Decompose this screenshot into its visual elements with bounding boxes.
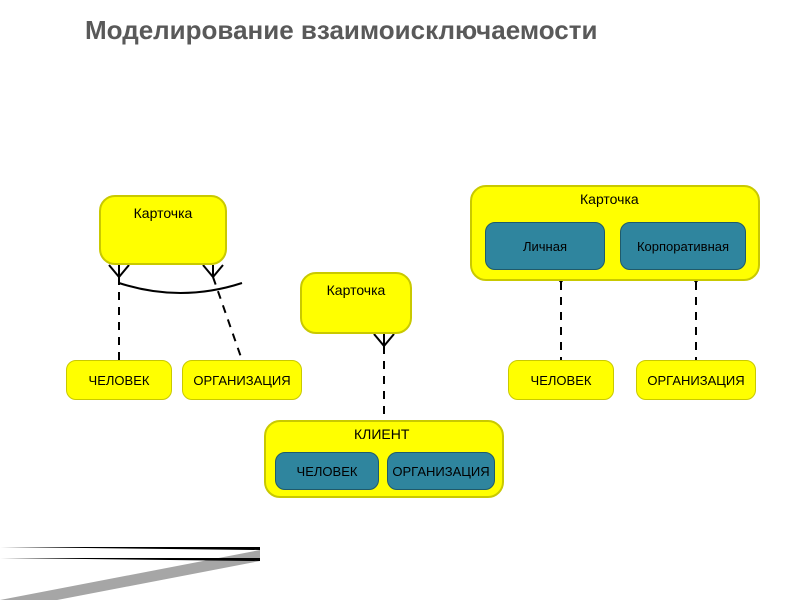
personal-label: Личная [523,239,567,254]
org-box-right: ОРГАНИЗАЦИЯ [636,360,756,400]
client-person-box: ЧЕЛОВЕК [275,452,379,490]
slide-title: Моделирование взаимоисключаемости [85,14,597,47]
card-right-label: Карточка [580,191,639,207]
personal-box: Личная [485,222,605,270]
corporate-box: Корпоративная [620,222,746,270]
org-right-label: ОРГАНИЗАЦИЯ [647,373,744,388]
card-left-label: Карточка [101,205,225,221]
person-box-right: ЧЕЛОВЕК [508,360,614,400]
person-left-label: ЧЕЛОВЕК [89,373,150,388]
card-mid-label: Карточка [302,282,410,298]
client-org-box: ОРГАНИЗАЦИЯ [387,452,495,490]
org-left-label: ОРГАНИЗАЦИЯ [193,373,290,388]
client-org-label: ОРГАНИЗАЦИЯ [392,464,489,479]
card-box-left: Карточка [99,195,227,265]
corporate-label: Корпоративная [637,239,729,254]
person-right-label: ЧЕЛОВЕК [531,373,592,388]
org-box-left: ОРГАНИЗАЦИЯ [182,360,302,400]
person-box-left: ЧЕЛОВЕК [66,360,172,400]
card-box-mid: Карточка [300,272,412,334]
client-container-label: КЛИЕНТ [354,426,409,442]
client-person-label: ЧЕЛОВЕК [297,464,358,479]
